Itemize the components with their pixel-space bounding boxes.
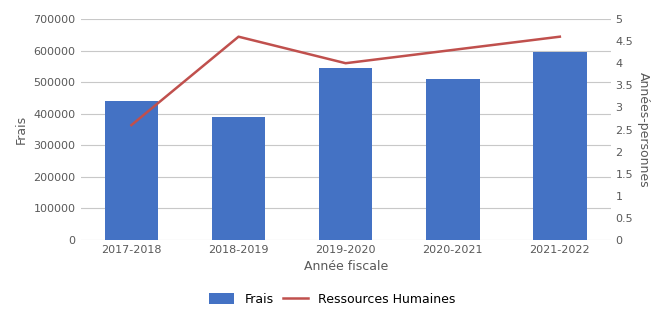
Ressources Humaines: [449, 48, 457, 52]
Ressources Humaines: [342, 61, 350, 65]
Bar: [426, 79, 479, 240]
Legend: Frais, Ressources Humaines: Frais, Ressources Humaines: [204, 288, 461, 311]
Ressources Humaines: [235, 35, 243, 39]
Bar: [211, 117, 265, 240]
Y-axis label: Frais: Frais: [15, 115, 28, 144]
Bar: [104, 101, 158, 240]
Y-axis label: Années-personnes: Années-personnes: [637, 72, 650, 187]
X-axis label: Année fiscale: Année fiscale: [303, 261, 388, 274]
Ressources Humaines: [556, 35, 564, 39]
Bar: [533, 52, 587, 240]
Ressources Humaines: [128, 123, 136, 127]
Bar: [319, 68, 372, 240]
Line: Ressources Humaines: Ressources Humaines: [132, 37, 560, 125]
